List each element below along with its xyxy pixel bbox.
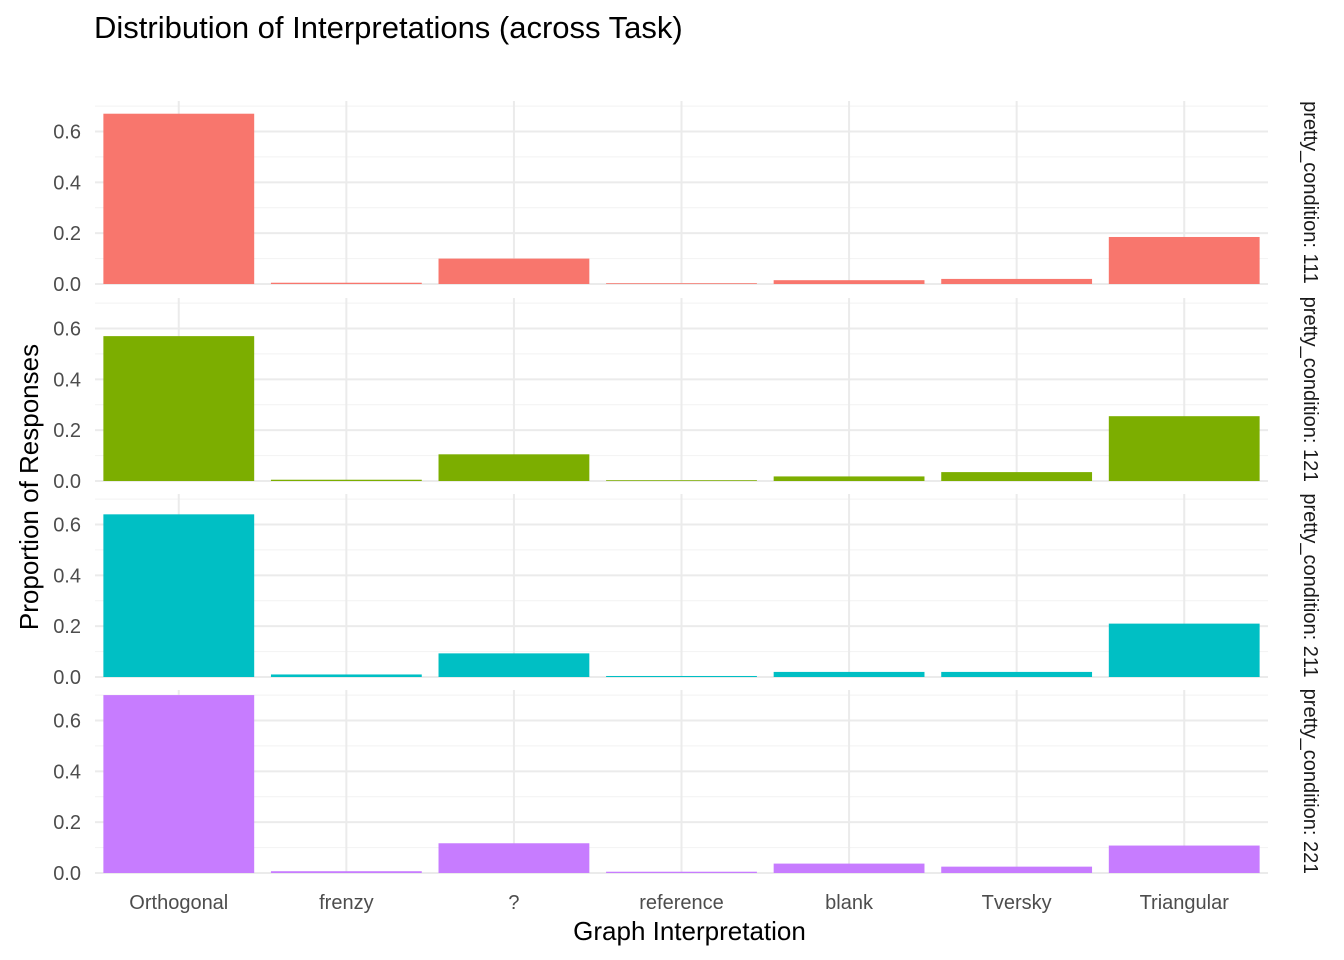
bar xyxy=(103,336,255,481)
facet-strip: pretty_condition: 121 xyxy=(1299,297,1321,483)
facet-strip-label: pretty_condition: 221 xyxy=(1299,689,1321,875)
y-tick-label: 0.4 xyxy=(53,565,81,587)
y-tick-label: 0.6 xyxy=(53,515,81,537)
bar xyxy=(941,671,1093,677)
x-tick-label: reference xyxy=(639,892,724,914)
facet-strip-label: pretty_condition: 211 xyxy=(1299,493,1321,677)
bar xyxy=(270,282,422,284)
facet-strip-label: pretty_condition: 121 xyxy=(1299,297,1321,483)
y-tick-label: 0.2 xyxy=(53,812,81,834)
bar xyxy=(438,258,590,284)
bar xyxy=(606,480,757,481)
bar xyxy=(270,674,422,677)
facet-strip-label: pretty_condition: 111 xyxy=(1299,101,1321,284)
bar xyxy=(941,866,1093,873)
y-axis-title: Proportion of Responses xyxy=(14,344,44,630)
bar xyxy=(103,695,255,873)
bar xyxy=(438,454,590,481)
bar xyxy=(103,113,255,284)
bar xyxy=(1108,845,1260,873)
facet-strip: pretty_condition: 221 xyxy=(1299,689,1321,875)
x-tick-label: ? xyxy=(508,892,519,914)
y-tick-label: 0.4 xyxy=(53,369,81,391)
y-tick-label: 0.0 xyxy=(53,667,81,689)
bar xyxy=(773,476,925,481)
y-tick-label: 0.2 xyxy=(53,223,81,245)
chart-title: Distribution of Interpretations (across … xyxy=(94,10,683,45)
bar xyxy=(1108,623,1260,677)
y-tick-label: 0.6 xyxy=(53,711,81,733)
bar xyxy=(438,843,590,873)
x-axis-title: Graph Interpretation xyxy=(573,916,806,946)
y-tick-label: 0.2 xyxy=(53,616,81,638)
y-tick-label: 0.6 xyxy=(53,122,81,144)
bar xyxy=(773,863,925,873)
bar xyxy=(270,871,422,873)
bar xyxy=(1108,416,1260,481)
y-tick-label: 0.6 xyxy=(53,319,81,341)
x-tick-label: Orthogonal xyxy=(129,892,228,914)
facet-strip: pretty_condition: 111 xyxy=(1299,101,1321,284)
x-tick-label: Triangular xyxy=(1140,892,1230,914)
bar xyxy=(606,871,757,873)
x-tick-label: blank xyxy=(825,892,874,914)
facet-strip: pretty_condition: 211 xyxy=(1299,493,1321,677)
x-tick-label: Tversky xyxy=(982,892,1052,914)
y-tick-label: 0.2 xyxy=(53,420,81,442)
bar xyxy=(606,283,757,284)
y-tick-label: 0.0 xyxy=(53,274,81,296)
y-tick-label: 0.4 xyxy=(53,761,81,783)
bar xyxy=(606,675,757,677)
y-tick-label: 0.0 xyxy=(53,863,81,885)
bar xyxy=(773,671,925,677)
bar xyxy=(438,653,590,677)
bar xyxy=(941,472,1093,481)
bar xyxy=(103,514,255,677)
bar xyxy=(773,280,925,284)
y-tick-label: 0.0 xyxy=(53,471,81,493)
bar xyxy=(270,479,422,481)
bar xyxy=(1108,236,1260,284)
x-tick-label: frenzy xyxy=(319,892,373,914)
bar xyxy=(941,278,1093,284)
y-tick-label: 0.4 xyxy=(53,172,81,194)
